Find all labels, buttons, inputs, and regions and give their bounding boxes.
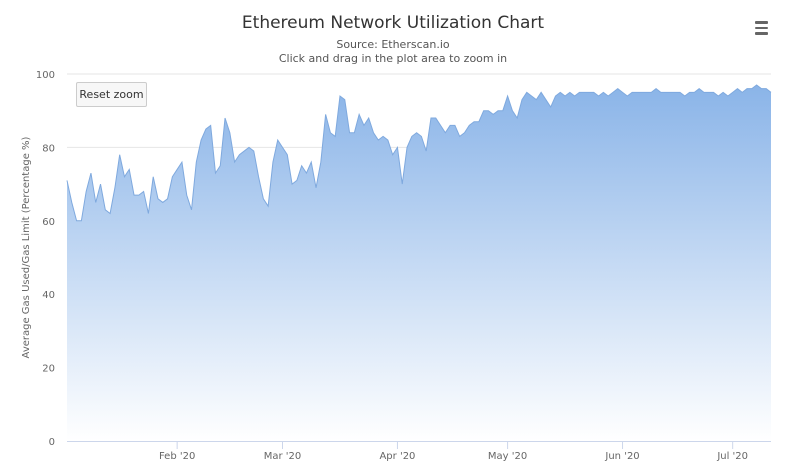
reset-zoom-button[interactable]: Reset zoom: [76, 82, 147, 107]
x-tick-label: Apr '20: [379, 451, 415, 462]
x-tick-label: Mar '20: [264, 451, 302, 462]
menu-bar: [755, 26, 768, 29]
utilization-area: [67, 85, 771, 441]
zoom-hint: Click and drag in the plot area to zoom …: [278, 52, 508, 65]
y-tick-label: 60: [42, 217, 55, 228]
y-axis-ticks: 0 20 40 60 80 100: [36, 70, 55, 448]
x-tick-label: Feb '20: [159, 451, 195, 462]
y-tick-label: 100: [36, 70, 55, 81]
y-tick-label: 0: [49, 437, 55, 448]
menu-bar: [755, 32, 768, 35]
x-axis-ticks: Feb '20 Mar '20 Apr '20 May '20 Jun '20 Jul '…: [159, 441, 748, 462]
chart-title: Ethereum Network Utilization Chart: [241, 13, 545, 33]
y-axis-title: Average Gas Used/Gas Limit (Percentage %…: [21, 136, 32, 358]
menu-bar: [755, 21, 768, 24]
x-tick-label: May '20: [488, 451, 527, 462]
chart-source: Source: Etherscan.io: [336, 38, 450, 51]
y-tick-label: 20: [42, 364, 55, 375]
x-tick-label: Jun '20: [604, 451, 639, 462]
y-tick-label: 80: [42, 143, 55, 154]
y-tick-label: 40: [42, 290, 55, 301]
x-tick-label: Jul '20: [716, 451, 748, 462]
utilization-line: [66, 84, 772, 222]
hamburger-menu-icon[interactable]: [750, 18, 774, 38]
